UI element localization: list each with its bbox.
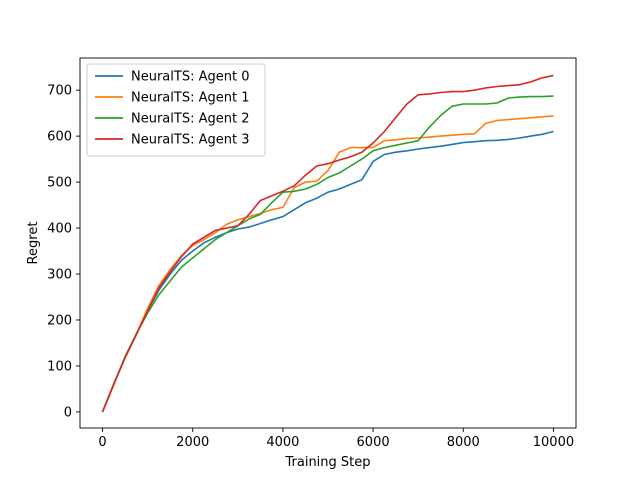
series-line-0 <box>101 130 554 413</box>
x-tick-label: 6000 <box>357 435 390 450</box>
y-tick-label: 100 <box>47 359 72 374</box>
series-line-2 <box>101 95 554 413</box>
series-lines <box>101 74 554 413</box>
y-tick-label: 400 <box>47 222 72 237</box>
y-tick-label: 600 <box>47 130 72 145</box>
legend-box <box>86 63 266 157</box>
y-tick-label: 200 <box>47 313 72 328</box>
series-line-3 <box>101 74 554 413</box>
y-tick-label: 700 <box>47 84 72 99</box>
tick-marks: 0 2000 4000 6000 8000 10000 0 100 200 300 400 500 60… <box>47 84 574 450</box>
x-tick-label: 0 <box>98 435 106 450</box>
legend-label-0: NeuralTS: Agent 0 <box>131 70 249 85</box>
y-tick-label: 500 <box>47 176 72 191</box>
plot-frame <box>79 57 577 429</box>
x-tick-label: 10000 <box>533 435 574 450</box>
legend-label-3: NeuralTS: Agent 3 <box>131 133 249 148</box>
legend-label-2: NeuralTS: Agent 2 <box>131 112 249 127</box>
legend-label-1: NeuralTS: Agent 1 <box>131 91 249 106</box>
x-tick-label: 2000 <box>176 435 209 450</box>
x-axis-label: Training Step <box>284 455 370 470</box>
y-axis-label: Regret <box>26 222 41 265</box>
series-line-1 <box>101 115 554 413</box>
y-tick-label: 300 <box>47 268 72 283</box>
legend: NeuralTS: Agent 0 NeuralTS: Agent 1 Neural… <box>86 63 266 157</box>
y-tick-label: 0 <box>64 405 72 420</box>
x-tick-label: 4000 <box>266 435 299 450</box>
x-tick-label: 8000 <box>447 435 480 450</box>
axes <box>79 57 577 429</box>
